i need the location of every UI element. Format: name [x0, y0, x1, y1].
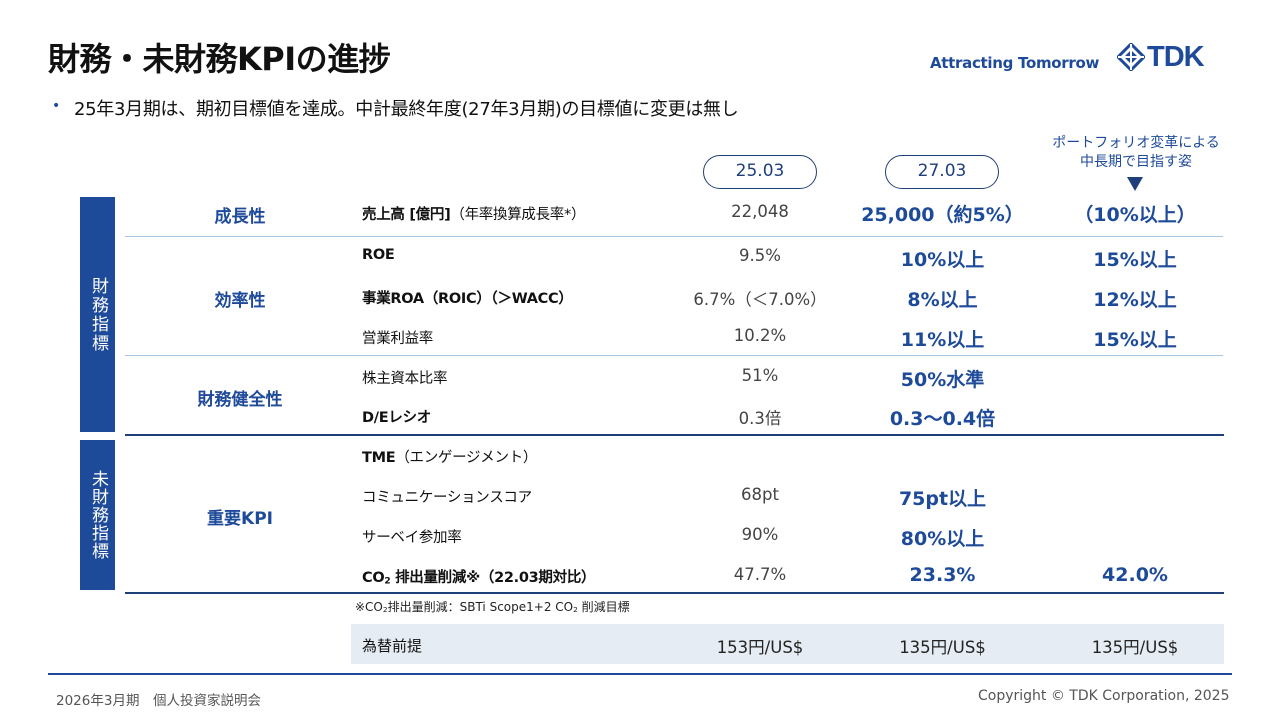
co2-target: 23.3% — [909, 564, 976, 586]
de-target: 0.3～0.4倍 — [889, 408, 996, 430]
footer-event-label: 2026年3月期 個人投資家説明会 — [56, 693, 261, 709]
footnote-part-c: 削減目標 — [577, 600, 630, 614]
comm-actual: 68pt — [741, 485, 779, 504]
fx-actual: 153円/US$ — [716, 638, 804, 657]
opm-vision: 15%以上 — [1093, 329, 1177, 351]
co2-actual: 47.7% — [733, 565, 787, 584]
metric-label-survey-rate: サーベイ参加率 — [362, 530, 462, 546]
metric-label-co2: CO2 排出量削減※（22.03期対比） — [362, 566, 596, 587]
brand-tagline: Attracting Tomorrow — [930, 54, 1100, 72]
band-financial: 財務指標 — [80, 197, 115, 432]
metric-label-sales: 売上高 [億円]（年率換算成長率*） — [362, 203, 585, 224]
co2-footnote: ※CO2排出量削減：SBTi Scope1+2 CO2 削減目標 — [355, 598, 630, 615]
column-header-vision: ポートフォリオ変革による 中長期で目指す姿 — [1030, 134, 1242, 172]
fx-target: 135円/US$ — [899, 638, 986, 657]
opm-target: 11%以上 — [900, 329, 985, 351]
roe-target: 10%以上 — [900, 249, 985, 271]
fx-vision: 135円/US$ — [1091, 638, 1179, 657]
row-divider — [125, 355, 1223, 356]
footer-divider — [48, 673, 1232, 675]
metric-label-operating-margin: 営業利益率 — [362, 331, 433, 347]
footnote-sub-2: 2 — [573, 605, 578, 615]
roe-actual: 9.5% — [739, 246, 781, 265]
co2-label-sub: 2 — [384, 576, 391, 587]
co2-vision: 42.0% — [1102, 564, 1168, 586]
sales-label-note: （年率換算成長率*） — [450, 207, 586, 223]
footnote-part-b: 排出量削減：SBTi Scope1+2 CO — [387, 600, 574, 614]
roa-label: 事業ROA（ROIC）（＞WACC） — [362, 291, 573, 307]
section-divider — [125, 434, 1224, 436]
survey-target: 80%以上 — [900, 528, 985, 550]
band-non-financial: 未財務指標 — [80, 440, 115, 590]
footnote-sub-1: 2 — [382, 605, 388, 615]
row-divider — [125, 236, 1223, 237]
logo-text: TDK — [1147, 40, 1205, 73]
category-important-kpi: 重要KPI — [207, 509, 273, 529]
metric-label-roe: ROE — [362, 247, 395, 263]
page-title: 財務・未財務KPIの進捗 — [48, 40, 391, 78]
sales-vision: （10%以上） — [1074, 204, 1196, 226]
roa-vision: 12%以上 — [1093, 289, 1177, 311]
metric-label-roa: 事業ROA（ROIC）（＞WACC） — [362, 287, 573, 308]
metric-label-de-ratio: D/Eレシオ — [362, 406, 431, 427]
tdk-diamond-logo-icon — [1117, 43, 1145, 71]
roe-label: ROE — [362, 247, 395, 263]
sales-label-main: 売上高 [億円] — [362, 207, 451, 223]
fx-label: 為替前提 — [362, 637, 423, 655]
metric-label-communication-score: コミュニケーションスコア — [362, 490, 532, 506]
band-financial-label: 財務指標 — [88, 276, 108, 353]
category-soundness: 財務健全性 — [197, 390, 283, 410]
footnote-part-a: ※CO — [355, 600, 383, 614]
co2-label-b: 排出量削減※（22.03期対比） — [390, 570, 596, 586]
de-actual: 0.3倍 — [738, 409, 782, 428]
tdk-logo: TDK — [1117, 40, 1205, 73]
band-non-financial-label: 未財務指標 — [88, 470, 108, 560]
sales-actual: 22,048 — [731, 202, 789, 221]
column-header-actual: 25.03 — [703, 155, 817, 189]
tme-label: TME — [362, 450, 396, 466]
roa-target: 8%以上 — [907, 289, 978, 311]
table-bottom-line — [125, 592, 1224, 594]
vision-line-1: ポートフォリオ変革による — [1052, 135, 1220, 151]
comm-target: 75pt以上 — [898, 488, 987, 510]
metric-label-tme: TME（エンゲージメント） — [362, 446, 537, 467]
roe-vision: 15%以上 — [1093, 249, 1177, 271]
column-header-target: 27.03 — [885, 155, 999, 189]
summary-bullet: 25年3月期は、期初目標値を達成。中計最終年度(27年3月期)の目標値に変更は無… — [74, 99, 739, 120]
roa-actual: 6.7%（＜7.0%） — [693, 290, 827, 309]
tme-label-note: （エンゲージメント） — [395, 450, 538, 466]
equity-target: 50%水準 — [900, 369, 985, 391]
category-growth: 成長性 — [214, 207, 266, 227]
category-efficiency: 効率性 — [214, 291, 266, 311]
down-arrow-icon — [1127, 177, 1143, 191]
survey-actual: 90% — [741, 525, 779, 544]
bullet-marker: • — [52, 98, 61, 114]
footer-copyright: Copyright © TDK Corporation, 2025 — [978, 688, 1230, 704]
co2-label-a: CO — [362, 570, 385, 586]
metric-label-equity-ratio: 株主資本比率 — [362, 371, 448, 387]
vision-line-2: 中長期で目指す姿 — [1080, 154, 1192, 170]
equity-actual: 51% — [741, 366, 779, 385]
fx-assumption-row — [351, 624, 1224, 664]
opm-actual: 10.2% — [733, 326, 787, 345]
de-label: D/Eレシオ — [362, 410, 431, 426]
sales-target: 25,000（約5%） — [861, 204, 1024, 226]
